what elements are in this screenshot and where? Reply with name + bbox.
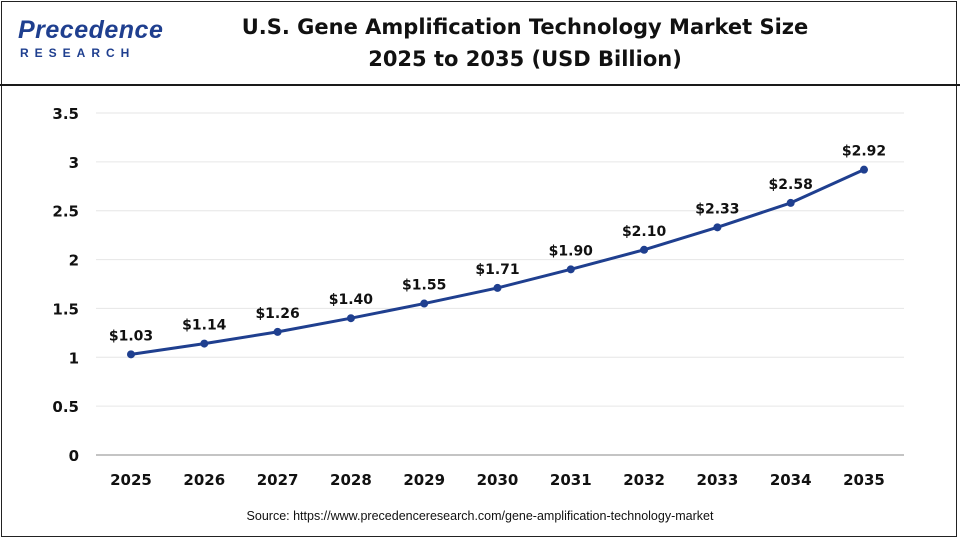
data-point — [860, 165, 868, 174]
data-label: $1.14 — [182, 318, 227, 334]
x-tick-label: 2029 — [403, 471, 445, 489]
x-tick-label: 2027 — [257, 471, 299, 489]
data-point — [346, 314, 355, 323]
y-tick-label: 3.5 — [52, 105, 79, 123]
data-label: $1.90 — [549, 243, 594, 259]
y-tick-label: 3 — [69, 154, 79, 172]
y-tick-label: 2.5 — [52, 203, 79, 221]
data-label: $1.03 — [109, 328, 153, 344]
header: Precedence RESEARCH U.S. Gene Amplificat… — [0, 0, 960, 86]
x-tick-label: 2033 — [697, 471, 739, 489]
data-label: $2.92 — [842, 144, 886, 160]
x-tick-label: 2032 — [623, 471, 665, 489]
data-label: $1.71 — [475, 262, 519, 278]
data-point — [713, 223, 722, 232]
data-label: $2.10 — [622, 224, 667, 240]
data-point — [127, 350, 135, 359]
data-label: $1.26 — [255, 306, 299, 322]
y-tick-label: 1.5 — [52, 300, 79, 318]
data-label: $1.40 — [329, 292, 374, 308]
x-tick-label: 2034 — [770, 471, 812, 489]
data-point — [786, 198, 795, 207]
brand-logo: Precedence RESEARCH — [18, 16, 168, 66]
x-tick-label: 2025 — [110, 471, 152, 489]
chart-title-line-2: 2025 to 2035 (USD Billion) — [368, 47, 682, 71]
x-tick-label: 2028 — [330, 471, 372, 489]
data-label: $2.58 — [769, 177, 813, 193]
x-tick-label: 2026 — [183, 471, 225, 489]
chart-title-line-1: U.S. Gene Amplification Technology Marke… — [241, 15, 809, 39]
data-label: $1.55 — [402, 278, 446, 294]
x-tick-label: 2030 — [477, 471, 519, 489]
y-tick-label: 2 — [69, 252, 79, 270]
y-tick-label: 0.5 — [52, 398, 79, 416]
brand-sub: RESEARCH — [20, 46, 136, 60]
x-tick-label: 2031 — [550, 471, 592, 489]
data-point — [566, 265, 575, 274]
brand-name: Precedence — [18, 16, 164, 44]
data-point — [640, 245, 649, 254]
data-point — [273, 327, 282, 336]
y-tick-label: 0 — [69, 447, 79, 465]
source-note: Source: https://www.precedenceresearch.c… — [246, 509, 714, 523]
y-tick-label: 1 — [69, 349, 79, 367]
data-point — [200, 339, 209, 348]
data-point — [420, 299, 429, 308]
x-tick-label: 2035 — [843, 471, 885, 489]
data-label: $2.33 — [695, 201, 739, 217]
data-point — [493, 283, 502, 292]
